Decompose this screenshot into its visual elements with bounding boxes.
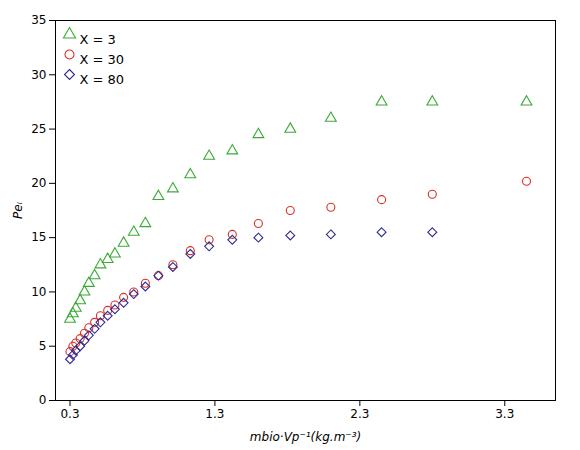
- svg-text:20: 20: [31, 176, 46, 190]
- svg-text:1.3: 1.3: [205, 407, 224, 421]
- svg-text:X = 80: X = 80: [80, 72, 125, 87]
- svg-text:0.3: 0.3: [60, 407, 79, 421]
- svg-text:Peᵢ: Peᵢ: [11, 202, 25, 219]
- svg-text:mbio·Vp⁻¹(kg.m⁻³): mbio·Vp⁻¹(kg.m⁻³): [250, 430, 361, 444]
- svg-text:35: 35: [31, 13, 46, 27]
- svg-text:2.3: 2.3: [350, 407, 369, 421]
- svg-text:10: 10: [31, 285, 46, 299]
- svg-text:30: 30: [31, 68, 46, 82]
- svg-text:3.3: 3.3: [495, 407, 514, 421]
- svg-text:X = 3: X = 3: [80, 32, 116, 47]
- svg-text:5: 5: [39, 339, 47, 353]
- svg-text:X = 30: X = 30: [80, 52, 125, 67]
- svg-text:25: 25: [31, 122, 46, 136]
- svg-text:0: 0: [39, 393, 47, 407]
- svg-text:15: 15: [31, 230, 46, 244]
